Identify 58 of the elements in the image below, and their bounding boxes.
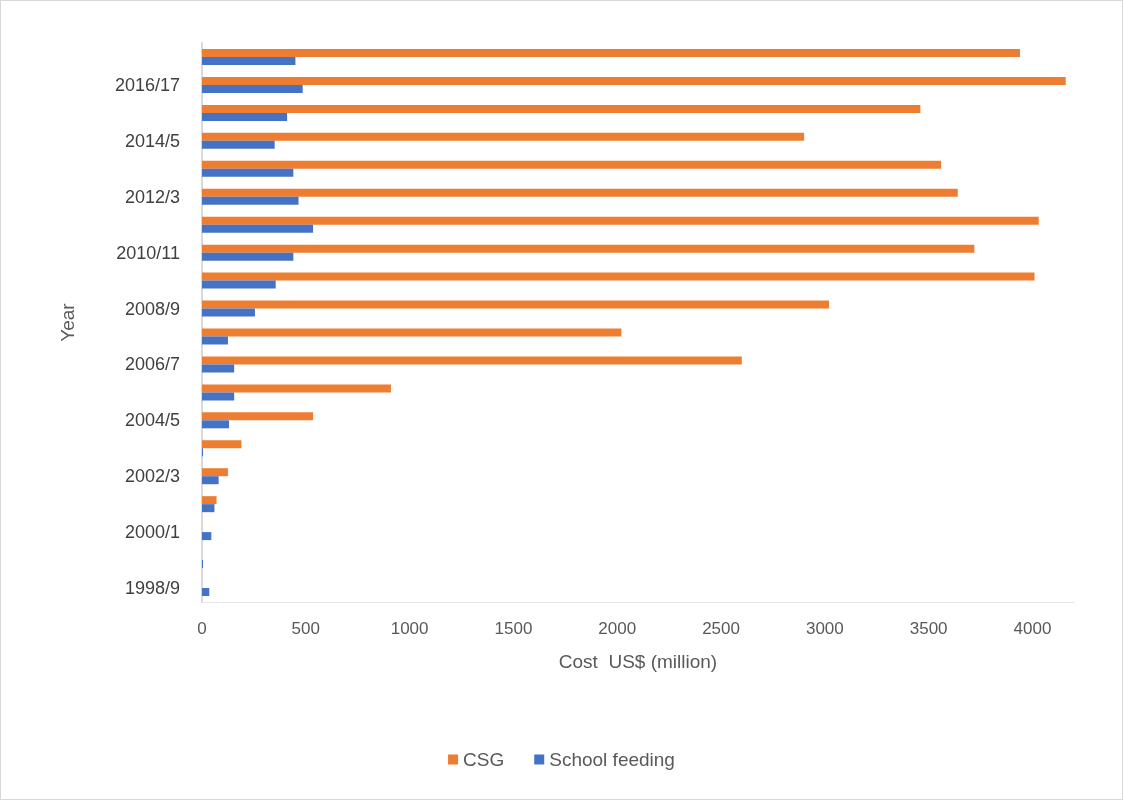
bar [202,252,294,261]
bar [202,308,255,317]
y-tick-label: 2008/9 [124,298,180,319]
y-tick-label: 2016/17 [114,74,180,95]
bar [202,196,299,205]
bar [202,48,1021,57]
x-tick-label: 2500 [702,619,740,638]
x-tick-label: 3500 [909,619,948,638]
bar [202,84,303,93]
bar [202,384,391,393]
bar [202,532,212,541]
bar [202,300,830,309]
x-tick-label: 1000 [390,619,429,638]
bar [202,104,921,113]
y-tick-label: 2014/5 [124,130,180,151]
bar [202,356,742,365]
bar [202,224,314,233]
bar [202,476,219,485]
bar [202,140,275,149]
x-tick-label: 4000 [1013,619,1052,638]
bar [202,216,1039,225]
y-tick-label: 1998/9 [124,578,180,599]
y-tick-label: 2002/3 [124,466,180,487]
bar [202,76,1066,85]
y-tick-label: 2000/1 [124,522,180,543]
legend-label: School feeding [549,749,675,770]
bar [202,496,217,505]
bar [202,160,942,169]
bar [202,132,805,141]
bar [202,188,958,197]
y-tick-label: 2006/7 [124,354,180,375]
x-tick-label: 1500 [494,619,533,638]
x-axis-title: Cost US$ (million) [558,651,718,672]
bar [202,112,288,121]
x-tick-label: 0 [197,619,207,638]
bar [202,272,1035,281]
y-tick-label: 2010/11 [116,242,180,263]
bar [202,588,210,597]
bar [202,244,975,253]
bar [202,468,228,477]
legend-label: CSG [463,749,505,770]
bar [202,440,242,449]
x-tick-label: 3000 [805,619,844,638]
bar [202,328,622,337]
bar [202,336,228,345]
bar [202,392,235,401]
bar [202,364,235,373]
bar [202,504,215,513]
y-tick-label: 2004/5 [124,410,180,431]
bar [202,420,229,429]
y-axis-title: Year [57,302,78,342]
bar [202,280,276,289]
bar [202,412,314,421]
bar [202,168,294,177]
x-tick-label: 2000 [598,619,637,638]
bar [202,56,296,65]
x-tick-label: 500 [291,619,320,638]
y-tick-label: 2012/3 [124,186,180,207]
